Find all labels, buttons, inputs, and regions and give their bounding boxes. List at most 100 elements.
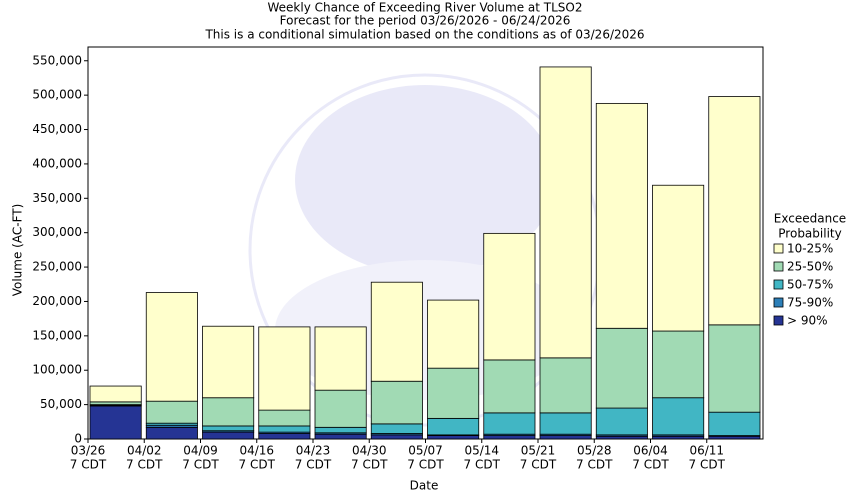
y-tick-label: 450,000 [32,122,82,136]
bar-segment [202,397,255,427]
bar-segment [652,435,705,440]
bar-segment [595,102,648,329]
bar-segment [370,380,423,425]
legend-label: > 90% [787,314,828,328]
x-tick-label: 05/28 [577,444,612,458]
bar-segment [258,425,311,433]
bar-segment [708,435,761,440]
legend-swatch [773,279,784,290]
bar-segment [202,425,255,432]
x-tick-label: 03/26 [71,444,106,458]
y-tick-label: 350,000 [32,191,82,205]
bar-segment [652,184,705,332]
bar-segment [258,409,311,427]
y-tick-label: 300,000 [32,225,82,239]
y-tick-label: 250,000 [32,260,82,274]
x-tick-label: 05/21 [521,444,556,458]
x-tick-sublabel: 7 CDT [407,458,444,472]
bar-segment [258,433,311,440]
bar-segment [595,407,648,436]
y-tick-label: 100,000 [32,363,82,377]
bar-segment [145,400,198,424]
bar-segment [202,325,255,399]
bar-segment [89,385,142,403]
x-tick-sublabel: 7 CDT [70,458,107,472]
bar-segment [539,412,592,435]
bar-segment [483,412,536,435]
bar-segment [708,324,761,413]
bar-segment [708,411,761,436]
bar-segment [595,327,648,409]
y-tick-label: 500,000 [32,88,82,102]
bar-segment [370,423,423,434]
legend-title: Probability [778,227,841,241]
bar-segment [483,359,536,414]
y-tick-label: 150,000 [32,328,82,342]
x-tick-label: 06/04 [633,444,668,458]
y-tick-label: 200,000 [32,294,82,308]
x-tick-sublabel: 7 CDT [239,458,276,472]
x-tick-label: 04/30 [352,444,387,458]
legend-label: 10-25% [787,242,833,256]
bar-segment [652,397,705,436]
legend-label: 75-90% [787,296,833,310]
bar-segment [427,367,480,419]
bar-segment [427,417,480,436]
legend-swatch [773,315,784,326]
legend-label: 50-75% [787,278,833,292]
bar-segment [89,405,142,440]
bar-segment [539,435,592,440]
bar-segment [202,431,255,440]
chart-subtitle: Forecast for the period 03/26/2026 - 06/… [280,14,571,28]
x-tick-label: 04/23 [296,444,331,458]
bar-segment [539,66,592,359]
x-tick-sublabel: 7 CDT [351,458,388,472]
x-tick-sublabel: 7 CDT [126,458,163,472]
legend-swatch [773,297,784,308]
bar-segment [483,232,536,361]
bar-segment [145,426,198,440]
y-tick-label: 0 [74,432,82,446]
x-tick-label: 04/16 [239,444,274,458]
chart-subtitle: This is a conditional simulation based o… [204,28,644,42]
chart-title: Weekly Chance of Exceeding River Volume … [267,1,582,15]
x-tick-sublabel: 7 CDT [464,458,501,472]
x-tick-sublabel: 7 CDT [520,458,557,472]
bar-segment [539,357,592,414]
legend-label: 25-50% [787,260,833,274]
y-tick-label: 400,000 [32,156,82,170]
x-tick-label: 05/14 [464,444,499,458]
x-tick-label: 06/11 [689,444,724,458]
legend-swatch [773,261,784,272]
x-tick-label: 05/07 [408,444,443,458]
bar-segment [370,281,423,382]
x-tick-sublabel: 7 CDT [295,458,332,472]
bar-segment [483,435,536,440]
bar-segment [595,435,648,440]
bar-segment [314,426,367,434]
x-tick-sublabel: 7 CDT [632,458,669,472]
bar-segment [314,326,367,391]
x-tick-sublabel: 7 CDT [689,458,726,472]
bar-segment [370,434,423,440]
bar-segment [427,435,480,440]
legend-swatch [773,243,784,254]
x-tick-label: 04/09 [183,444,218,458]
y-tick-label: 50,000 [40,397,82,411]
bar-segment [258,326,311,411]
bar-segment [708,96,761,326]
x-tick-label: 04/02 [127,444,162,458]
bar-segment [89,401,142,406]
x-tick-sublabel: 7 CDT [576,458,613,472]
y-axis-label: Volume (AC-FT) [11,204,25,297]
bar-segment [314,389,367,428]
x-tick-sublabel: 7 CDT [182,458,219,472]
y-tick-label: 550,000 [32,53,82,67]
bar-segment [652,330,705,399]
bar-segment [145,292,198,402]
bar-segment [314,433,367,440]
bar-segment [427,299,480,369]
x-axis-label: Date [410,479,439,493]
legend-title: Exceedance [774,212,846,226]
